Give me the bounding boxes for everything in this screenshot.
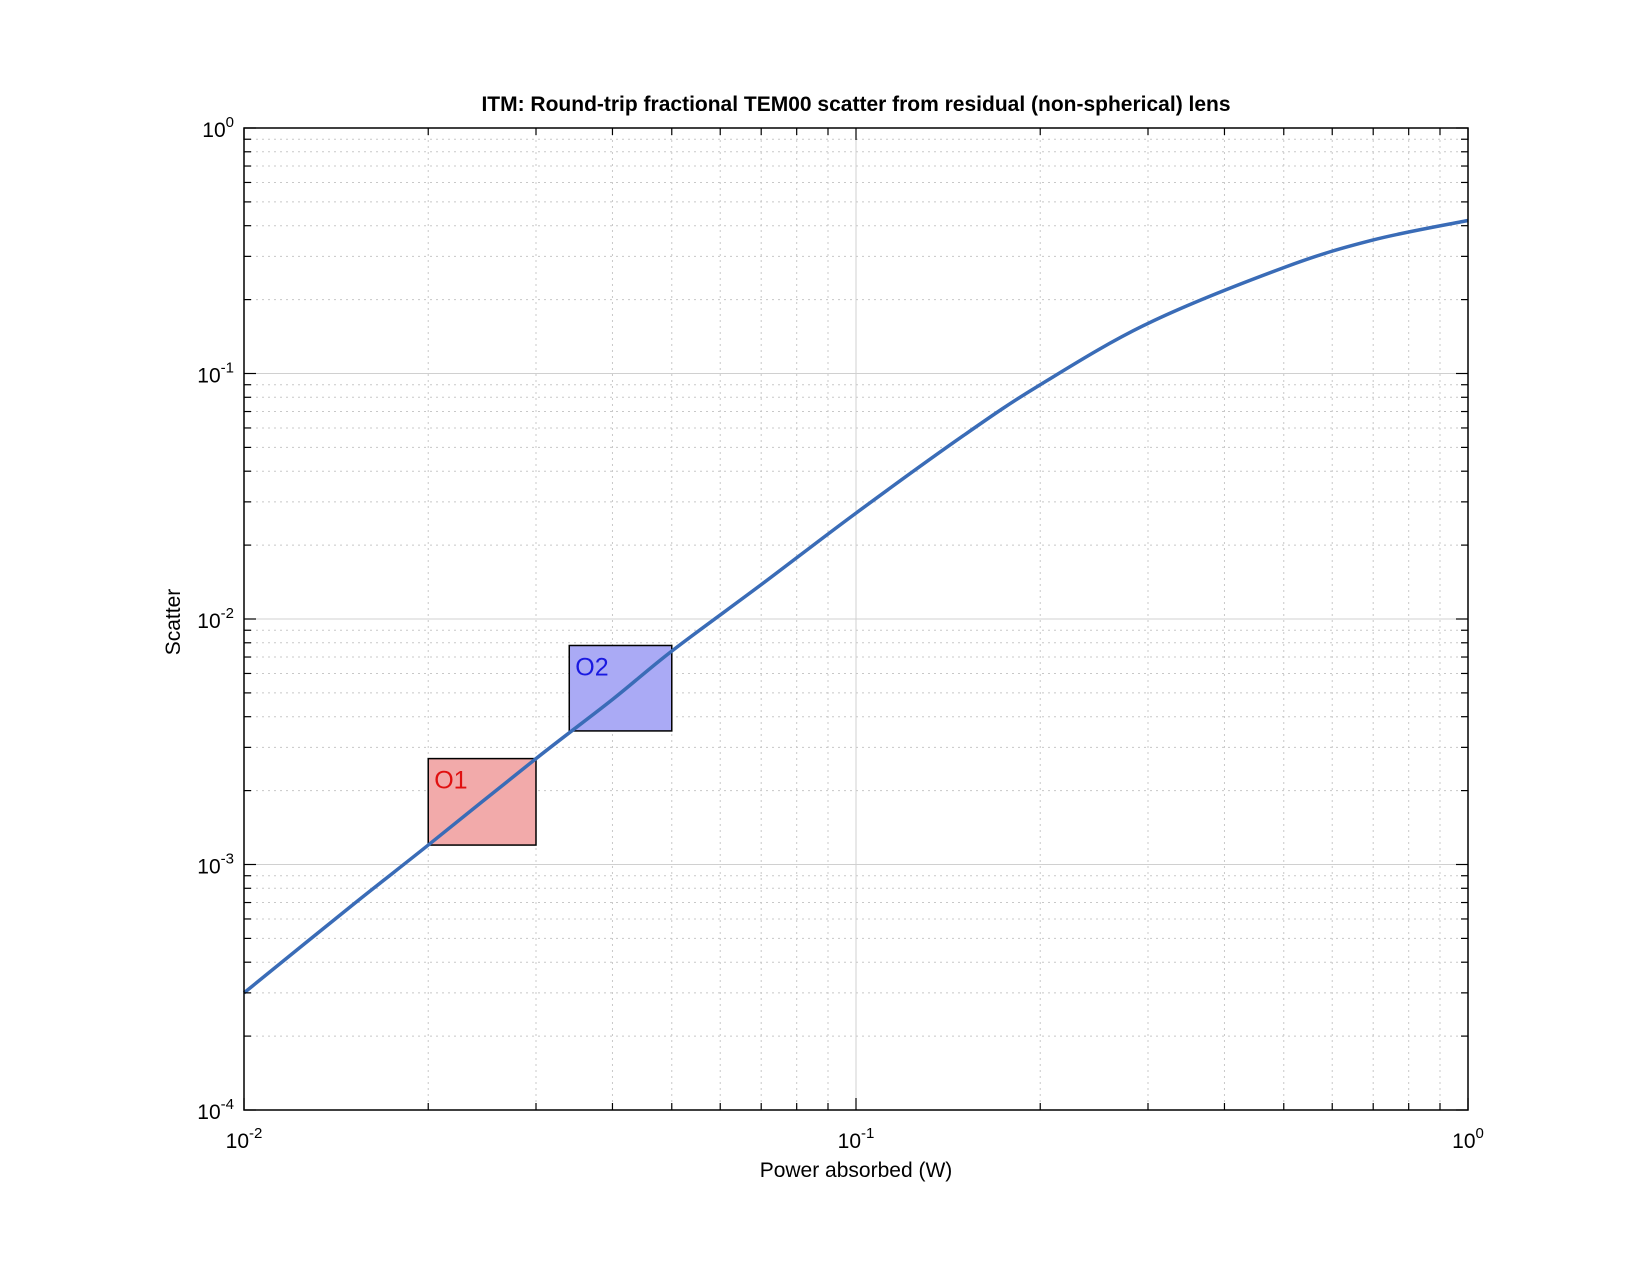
y-axis-label: Scatter [162,589,185,656]
tick-exponent: -1 [221,360,234,377]
region-label-o1: O1 [434,767,467,795]
tick-base: 10 [197,1101,220,1124]
series-layer [242,218,1469,995]
tick-exponent: -2 [249,1125,262,1142]
tick-exponent: -2 [221,605,234,622]
tick-exponent: -4 [221,1096,234,1113]
y-tick-label: 100 [202,114,234,142]
chart-title: ITM: Round-trip fractional TEM00 scatter… [481,93,1230,116]
tick-base: 10 [197,365,220,388]
tick-base: 10 [197,856,220,879]
y-tick-label: 10-4 [197,1096,234,1124]
x-tick-label: 10-2 [226,1125,263,1153]
tick-exponent: 0 [1476,1125,1484,1142]
series-line-0 [242,218,1469,995]
x-tick-label: 10-1 [838,1125,875,1153]
tick-base: 10 [197,610,220,633]
tick-exponent: -3 [221,851,234,868]
y-tick-label: 10-2 [197,605,234,633]
tick-base: 10 [226,1130,249,1153]
tick-base: 10 [1452,1130,1475,1153]
tick-base: 10 [202,119,225,142]
tick-exponent: -1 [861,1125,874,1142]
grid-layer [243,127,1469,1111]
x-axis-label: Power absorbed (W) [760,1159,953,1182]
y-tick-label: 10-1 [197,360,234,388]
region-box-o2 [568,644,673,732]
x-tick-label: 100 [1452,1125,1484,1153]
tick-exponent: 0 [226,114,234,131]
region-label-o2: O2 [575,653,608,681]
tick-marks [243,127,1469,1111]
y-tick-label: 10-3 [197,851,234,879]
tick-base: 10 [838,1130,861,1153]
